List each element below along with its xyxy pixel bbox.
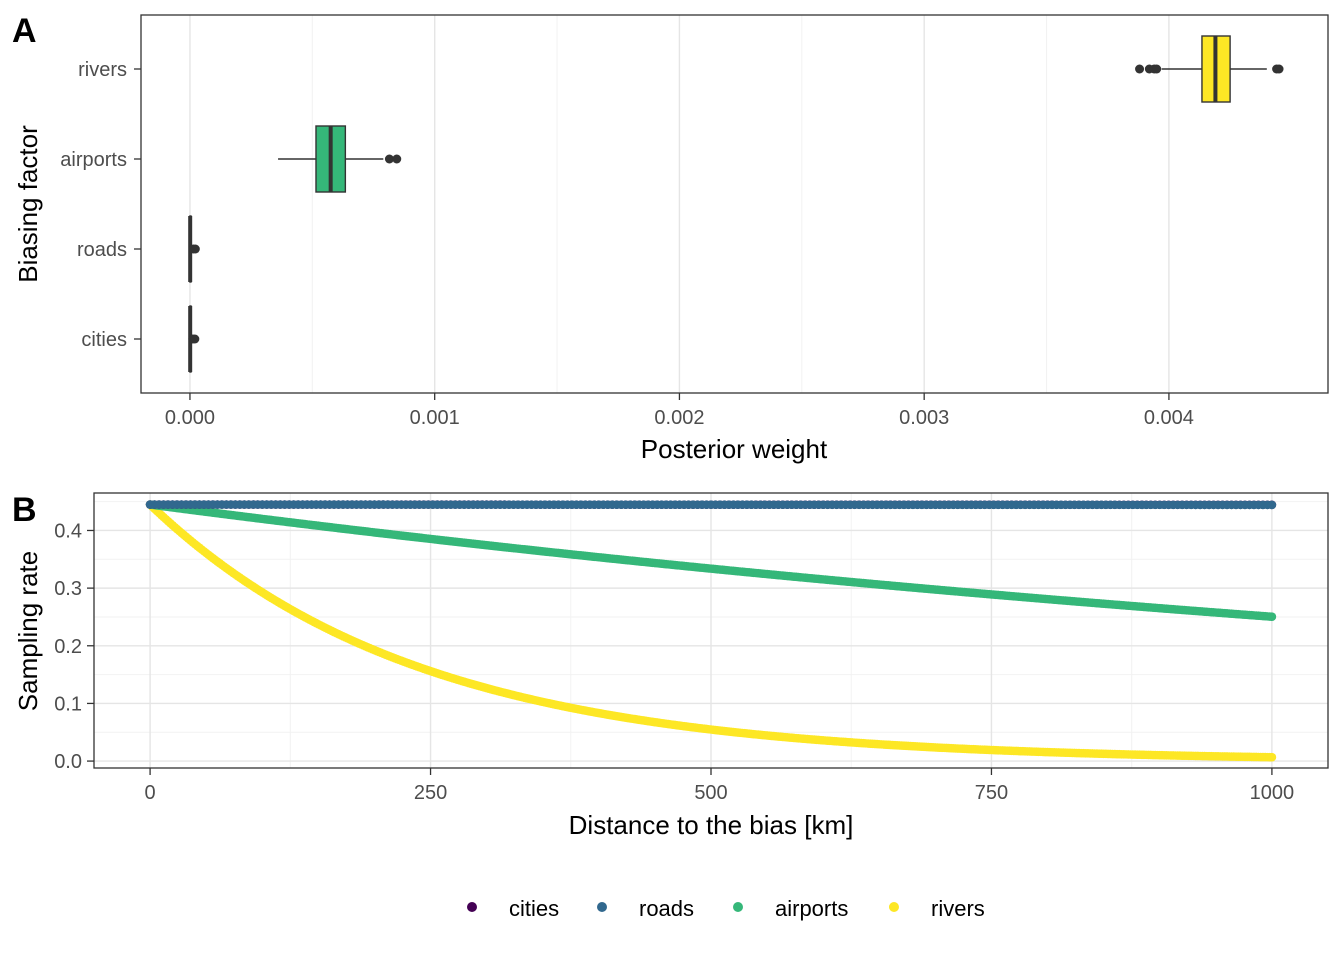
box-outlier [1135, 64, 1145, 74]
panel-a-y-tick-label: roads [77, 239, 127, 261]
panel-b-y-tick-label: 0.0 [54, 751, 82, 773]
panel-b-tag: B [12, 491, 37, 529]
legend-item-cities: cities [467, 896, 559, 921]
box-outlier [392, 154, 402, 164]
panel-b-y-tick-label: 0.2 [54, 636, 82, 658]
panel-b-x-ticks: 0 250 500 750 1000 [145, 768, 1295, 804]
panel-b-x-axis-title: Distance to the bias [km] [569, 810, 854, 840]
panel-a-x-tick-label: 0.004 [1144, 407, 1194, 429]
panel-b-x-tick-label: 0 [145, 782, 156, 804]
panel-b-y-tick-label: 0.1 [54, 693, 82, 715]
box-airports [278, 125, 402, 193]
legend-key-airports [733, 902, 743, 912]
panel-b-y-tick-label: 0.3 [54, 578, 82, 600]
legend-label-rivers: rivers [931, 896, 985, 921]
panel-a-y-ticks: cities roads airports rivers [60, 59, 141, 351]
box-roads [188, 215, 200, 283]
panel-b-points [145, 500, 1277, 762]
panel-a-x-ticks: 0.000 0.001 0.002 0.003 0.004 [165, 393, 1194, 429]
box-outlier [1152, 64, 1162, 74]
legend-item-roads: roads [597, 896, 694, 921]
legend-label-roads: roads [639, 896, 694, 921]
series-airports [145, 500, 1277, 622]
legend-key-roads [597, 902, 607, 912]
panel-a-tag: A [12, 12, 37, 50]
panel-a-y-tick-label: cities [81, 329, 127, 351]
panel-a-y-tick-label: rivers [78, 59, 127, 81]
panel-b-y-axis-title: Sampling rate [13, 551, 43, 711]
series-rivers [145, 500, 1277, 762]
panel-a-x-tick-label: 0.001 [410, 407, 460, 429]
box-rivers [1135, 35, 1284, 103]
point-airports [1267, 612, 1277, 622]
legend-item-airports: airports [733, 896, 848, 921]
panel-a-y-tick-label: airports [60, 149, 127, 171]
panel-b-x-tick-label: 250 [414, 782, 447, 804]
box-outlier [190, 334, 200, 344]
panel-b-x-tick-label: 500 [694, 782, 727, 804]
legend-item-rivers: rivers [889, 896, 985, 921]
series-roads [145, 500, 1277, 510]
panel-a-border [140, 14, 1329, 394]
panel-a-gridlines [189, 15, 1170, 393]
legend: cities roads airports rivers [467, 896, 985, 921]
panel-a-boxes [188, 35, 1284, 373]
panel-b-y-ticks: 0.0 0.1 0.2 0.3 0.4 [54, 520, 94, 773]
point-rivers [1267, 752, 1277, 762]
panel-b-gridlines [94, 493, 1328, 768]
panel-b-scatter: B 0.0 0.1 0.2 0.3 0.4 0 250 500 750 1000 Distanc… [12, 491, 1329, 840]
panel-b-x-tick-label: 750 [975, 782, 1008, 804]
panel-a-x-tick-label: 0.002 [654, 407, 704, 429]
point-roads [1267, 500, 1277, 510]
legend-key-rivers [889, 902, 899, 912]
legend-label-airports: airports [775, 896, 848, 921]
box-cities [188, 305, 200, 373]
panel-b-x-tick-label: 1000 [1250, 782, 1295, 804]
legend-label-cities: cities [509, 896, 559, 921]
panel-a-y-axis-title: Biasing factor [13, 125, 43, 283]
box-outlier [190, 244, 200, 254]
legend-key-cities [467, 902, 477, 912]
box-outlier [384, 154, 394, 164]
panel-a-x-axis-title: Posterior weight [641, 434, 828, 464]
panel-b-y-tick-label: 0.4 [54, 520, 82, 542]
box-outlier [1274, 64, 1284, 74]
panel-a-x-tick-label: 0.000 [165, 407, 215, 429]
panel-a-x-tick-label: 0.003 [899, 407, 949, 429]
